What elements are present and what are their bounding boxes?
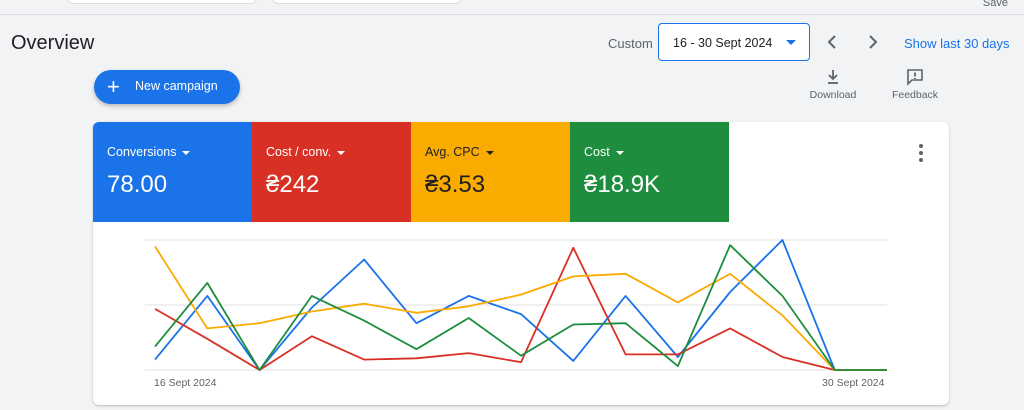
new-campaign-label: New campaign — [135, 79, 218, 93]
previous-period-icon[interactable] — [822, 32, 842, 52]
download-icon — [828, 70, 838, 84]
metric-selector[interactable]: Avg. CPC — [425, 145, 494, 159]
new-campaign-button[interactable]: + New campaign — [94, 70, 240, 104]
metric-value: ₴18.9K — [584, 171, 661, 198]
caret-down-icon — [485, 150, 494, 155]
series-line-avg-cpc — [154, 246, 887, 371]
date-range-select[interactable]: 16 - 30 Sept 2024 — [658, 23, 810, 61]
show-last-30-days-link[interactable]: Show last 30 days — [904, 36, 1010, 51]
page-title: Overview — [11, 32, 95, 54]
caret-down-icon — [337, 150, 346, 155]
metric-value: ₴3.53 — [425, 171, 486, 198]
series-line-conversions — [154, 239, 887, 371]
metric-label: Avg. CPC — [425, 145, 480, 159]
divider — [0, 14, 1024, 15]
plus-icon: + — [107, 74, 120, 99]
date-range-type-label: Custom — [608, 36, 653, 51]
series-line-cost-conv — [154, 246, 887, 371]
feedback-label: Feedback — [891, 89, 939, 101]
metric-tile-cost-per-conversion[interactable]: Cost / conv. ₴242 — [252, 122, 411, 222]
metric-selector[interactable]: Cost — [584, 145, 624, 159]
line-chart — [145, 239, 887, 371]
metric-value: ₴242 — [266, 171, 320, 198]
metric-label: Cost — [584, 145, 610, 159]
performance-card: Conversions 78.00 Cost / conv. ₴242 Avg.… — [93, 122, 949, 405]
series-line-cost — [154, 244, 887, 371]
top-filter-chip[interactable] — [66, 0, 258, 4]
x-axis-end-label: 30 Sept 2024 — [822, 377, 885, 389]
metric-label: Conversions — [107, 145, 177, 159]
metric-tile-avg-cpc[interactable]: Avg. CPC ₴3.53 — [411, 122, 570, 222]
metric-value: 78.00 — [107, 171, 168, 198]
caret-down-icon — [182, 150, 191, 155]
save-label[interactable]: Save — [982, 0, 1008, 9]
top-filter-chip[interactable] — [271, 0, 463, 4]
more-options-icon[interactable] — [919, 144, 923, 162]
x-axis-start-label: 16 Sept 2024 — [154, 377, 217, 389]
caret-down-icon — [615, 150, 624, 155]
metric-tile-conversions[interactable]: Conversions 78.00 — [93, 122, 252, 222]
feedback-icon — [907, 69, 923, 86]
feedback-button[interactable]: Feedback — [888, 68, 942, 101]
metric-tile-cost[interactable]: Cost ₴18.9K — [570, 122, 729, 222]
download-button[interactable]: Download — [808, 68, 858, 101]
metric-selector[interactable]: Cost / conv. — [266, 145, 346, 159]
download-label: Download — [809, 89, 857, 101]
next-period-icon[interactable] — [863, 32, 883, 52]
metric-selector[interactable]: Conversions — [107, 145, 191, 159]
dropdown-caret-icon — [786, 40, 796, 45]
date-range-value: 16 - 30 Sept 2024 — [673, 36, 773, 50]
metric-label: Cost / conv. — [266, 145, 332, 159]
